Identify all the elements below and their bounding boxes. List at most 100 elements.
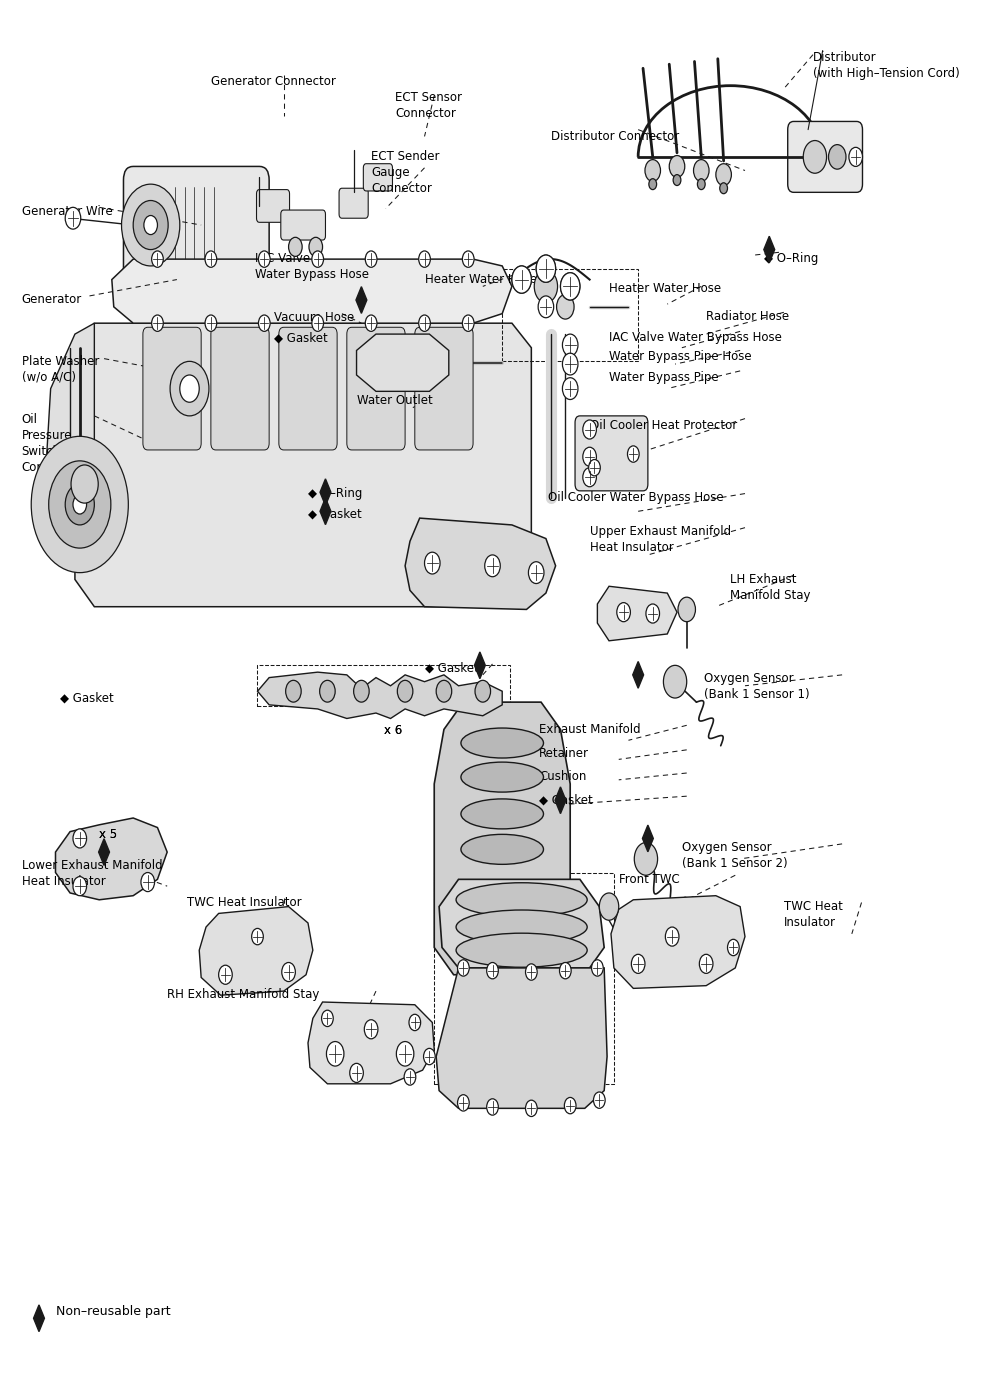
Ellipse shape bbox=[461, 799, 543, 829]
Circle shape bbox=[649, 179, 657, 190]
Polygon shape bbox=[320, 498, 331, 525]
Text: RH Exhaust Manifold Stay: RH Exhaust Manifold Stay bbox=[167, 989, 320, 1001]
Circle shape bbox=[289, 237, 302, 256]
Circle shape bbox=[592, 960, 603, 976]
Circle shape bbox=[424, 1048, 435, 1064]
Circle shape bbox=[487, 1099, 498, 1115]
Circle shape bbox=[665, 927, 679, 946]
Circle shape bbox=[583, 448, 596, 467]
Ellipse shape bbox=[461, 761, 543, 792]
Text: Non–reusable part: Non–reusable part bbox=[56, 1305, 170, 1318]
Circle shape bbox=[634, 843, 658, 876]
Circle shape bbox=[526, 1100, 537, 1117]
Bar bbox=[257, 665, 510, 706]
Polygon shape bbox=[436, 968, 607, 1108]
Circle shape bbox=[425, 552, 440, 574]
FancyBboxPatch shape bbox=[211, 328, 269, 450]
Circle shape bbox=[487, 963, 498, 979]
Circle shape bbox=[560, 273, 580, 300]
Polygon shape bbox=[34, 1305, 44, 1332]
Polygon shape bbox=[357, 335, 449, 391]
Circle shape bbox=[397, 680, 413, 702]
Circle shape bbox=[512, 266, 531, 293]
Circle shape bbox=[720, 183, 728, 194]
Text: Water Outlet: Water Outlet bbox=[357, 394, 432, 408]
Bar bbox=[434, 873, 614, 1084]
Circle shape bbox=[512, 266, 531, 293]
Polygon shape bbox=[439, 880, 604, 968]
Circle shape bbox=[404, 1069, 416, 1085]
Circle shape bbox=[462, 315, 474, 332]
Circle shape bbox=[631, 954, 645, 974]
Circle shape bbox=[141, 873, 155, 891]
Text: ◆ Gasket: ◆ Gasket bbox=[308, 507, 362, 521]
Circle shape bbox=[354, 680, 369, 702]
Circle shape bbox=[560, 963, 571, 979]
Text: Oil Cooler Heat Protector: Oil Cooler Heat Protector bbox=[590, 419, 737, 431]
Circle shape bbox=[673, 175, 681, 186]
Polygon shape bbox=[474, 651, 485, 679]
Circle shape bbox=[475, 680, 491, 702]
Ellipse shape bbox=[461, 834, 543, 865]
FancyBboxPatch shape bbox=[143, 328, 201, 450]
FancyBboxPatch shape bbox=[347, 328, 405, 450]
Text: Distributor
(with High–Tension Cord): Distributor (with High–Tension Cord) bbox=[813, 51, 960, 80]
Circle shape bbox=[583, 420, 596, 439]
Circle shape bbox=[627, 446, 639, 463]
Circle shape bbox=[419, 315, 430, 332]
Text: Water Bypass Pipe: Water Bypass Pipe bbox=[609, 370, 719, 384]
Polygon shape bbox=[308, 1002, 434, 1084]
Circle shape bbox=[599, 892, 619, 920]
Circle shape bbox=[252, 928, 263, 945]
Polygon shape bbox=[356, 286, 367, 314]
Circle shape bbox=[663, 665, 687, 698]
Text: Oxygen Sensor
(Bank 1 Sensor 2): Oxygen Sensor (Bank 1 Sensor 2) bbox=[682, 841, 787, 870]
Text: Oxygen Sensor
(Bank 1 Sensor 1): Oxygen Sensor (Bank 1 Sensor 1) bbox=[704, 672, 810, 701]
Circle shape bbox=[122, 185, 180, 266]
Circle shape bbox=[678, 598, 695, 621]
Polygon shape bbox=[764, 237, 775, 263]
Text: ◆ Gasket: ◆ Gasket bbox=[425, 661, 478, 675]
Text: ◆ Gasket: ◆ Gasket bbox=[539, 793, 593, 807]
Circle shape bbox=[312, 315, 324, 332]
Circle shape bbox=[258, 315, 270, 332]
Circle shape bbox=[205, 251, 217, 267]
Circle shape bbox=[31, 437, 128, 573]
Text: ◆ Gasket: ◆ Gasket bbox=[60, 691, 114, 704]
Text: LH Exhaust
Manifold Stay: LH Exhaust Manifold Stay bbox=[730, 573, 811, 602]
Circle shape bbox=[65, 485, 94, 525]
Circle shape bbox=[133, 201, 168, 249]
Polygon shape bbox=[405, 518, 556, 610]
Circle shape bbox=[180, 375, 199, 402]
Text: TWC Heat
Insulator: TWC Heat Insulator bbox=[784, 899, 843, 928]
Circle shape bbox=[152, 315, 163, 332]
Text: Distributor Connector: Distributor Connector bbox=[551, 129, 679, 143]
Circle shape bbox=[365, 315, 377, 332]
Circle shape bbox=[697, 179, 705, 190]
Circle shape bbox=[364, 1020, 378, 1038]
Text: Exhaust Manifold: Exhaust Manifold bbox=[539, 723, 641, 735]
Text: Plate Washer
(w/o A/C): Plate Washer (w/o A/C) bbox=[22, 354, 99, 384]
Circle shape bbox=[312, 251, 324, 267]
Circle shape bbox=[73, 494, 87, 514]
Text: Retainer: Retainer bbox=[539, 748, 589, 760]
Circle shape bbox=[365, 251, 377, 267]
Circle shape bbox=[694, 160, 709, 182]
Circle shape bbox=[669, 156, 685, 178]
Circle shape bbox=[73, 829, 87, 848]
Polygon shape bbox=[434, 702, 570, 975]
Circle shape bbox=[152, 251, 163, 267]
Text: Front TWC: Front TWC bbox=[619, 873, 679, 885]
FancyBboxPatch shape bbox=[281, 211, 325, 240]
Text: Generator Connector: Generator Connector bbox=[211, 76, 336, 88]
Circle shape bbox=[49, 461, 111, 548]
Text: Radiator Hose: Radiator Hose bbox=[706, 310, 789, 322]
Polygon shape bbox=[597, 587, 677, 640]
Polygon shape bbox=[46, 324, 94, 552]
FancyBboxPatch shape bbox=[123, 167, 269, 282]
Polygon shape bbox=[611, 895, 745, 989]
Circle shape bbox=[485, 555, 500, 577]
Text: Lower Exhaust Manifold
Heat Insulator: Lower Exhaust Manifold Heat Insulator bbox=[22, 859, 162, 888]
Circle shape bbox=[562, 353, 578, 375]
Circle shape bbox=[646, 605, 660, 622]
